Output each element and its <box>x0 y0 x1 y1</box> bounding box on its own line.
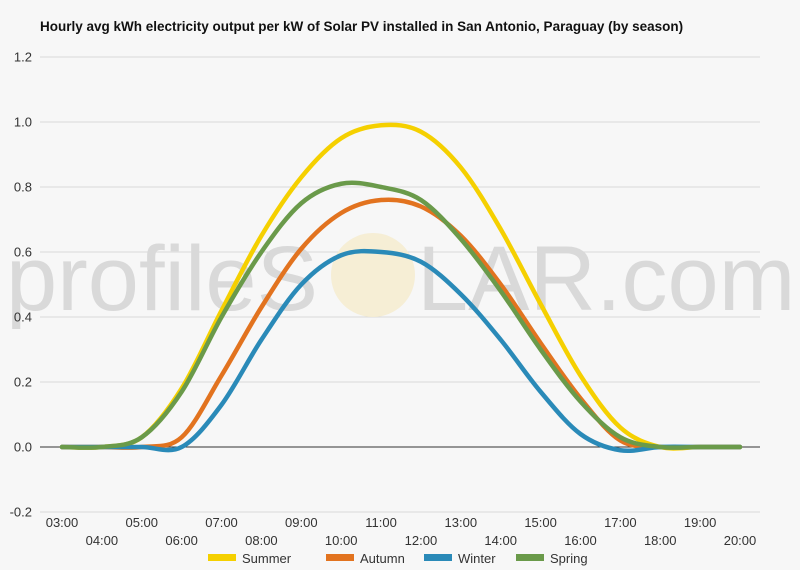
y-axis: -0.2 0.0 0.2 0.4 0.6 0.8 1.0 1.2 <box>10 50 32 520</box>
series-line-spring <box>59 180 743 450</box>
x-tick-label: 20:00 <box>724 533 757 548</box>
y-tick-label: -0.2 <box>10 505 32 520</box>
y-tick-label: 0.6 <box>14 245 32 260</box>
x-tick-label: 18:00 <box>644 533 677 548</box>
y-tick-label: 0.8 <box>14 180 32 195</box>
y-tick-label: 0.0 <box>14 440 32 455</box>
watermark-text-right: LAR.com <box>417 228 795 330</box>
legend: Summer Autumn Winter Spring <box>208 551 588 566</box>
x-tick-label: 14:00 <box>484 533 517 548</box>
x-tick-label: 16:00 <box>564 533 597 548</box>
x-tick-label: 13:00 <box>445 515 478 530</box>
x-tick-label: 05:00 <box>125 515 158 530</box>
series-line-winter <box>59 248 743 454</box>
y-tick-label: 1.2 <box>14 50 32 65</box>
series-line-autumn <box>59 197 743 450</box>
y-tick-label: 1.0 <box>14 115 32 130</box>
legend-swatch <box>208 554 236 561</box>
legend-swatch <box>326 554 354 561</box>
watermark-text-left: profileS <box>6 228 318 330</box>
y-tick-label: 0.2 <box>14 375 32 390</box>
x-tick-label: 09:00 <box>285 515 318 530</box>
x-tick-label: 17:00 <box>604 515 637 530</box>
watermark-sun-icon <box>331 233 415 317</box>
y-tick-label: 0.4 <box>14 310 32 325</box>
x-tick-label: 04:00 <box>86 533 119 548</box>
legend-item-summer[interactable]: Summer <box>208 551 292 566</box>
x-tick-label: 11:00 <box>365 515 397 530</box>
chart-title: Hourly avg kWh electricity output per kW… <box>40 19 684 34</box>
legend-item-winter[interactable]: Winter <box>424 551 496 566</box>
legend-swatch <box>424 554 452 561</box>
series-lines <box>59 122 743 454</box>
x-tick-label: 07:00 <box>205 515 238 530</box>
x-tick-label: 19:00 <box>684 515 717 530</box>
x-tick-label: 15:00 <box>524 515 557 530</box>
x-tick-label: 08:00 <box>245 533 278 548</box>
legend-item-autumn[interactable]: Autumn <box>326 551 405 566</box>
legend-label: Summer <box>242 551 292 566</box>
x-tick-label: 12:00 <box>405 533 438 548</box>
legend-label: Winter <box>458 551 496 566</box>
x-tick-label: 03:00 <box>46 515 79 530</box>
x-tick-label: 06:00 <box>165 533 198 548</box>
x-tick-label: 10:00 <box>325 533 358 548</box>
legend-label: Spring <box>550 551 588 566</box>
legend-label: Autumn <box>360 551 405 566</box>
legend-item-spring[interactable]: Spring <box>516 551 588 566</box>
x-axis: 03:00 04:00 05:00 06:00 07:00 08:00 09:00 10:00… <box>46 515 757 548</box>
legend-swatch <box>516 554 544 561</box>
watermark: profileS LAR.com <box>6 228 795 330</box>
